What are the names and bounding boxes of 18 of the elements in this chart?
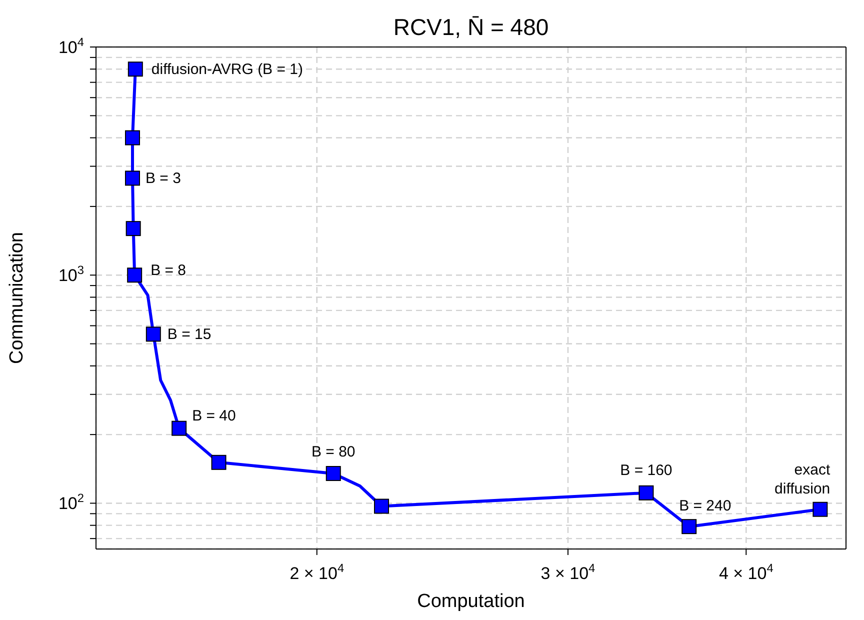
x-axis-title: Computation (417, 591, 525, 612)
y-tick-label: 10$^{2}$ (58, 491, 84, 514)
y-tick-label: 10$^{4}$ (58, 35, 84, 57)
annotation: B = 240 (679, 498, 732, 515)
x-tick-label: 2 × 10$^{4}$ (290, 561, 344, 583)
y-axis-title: Communication (6, 232, 28, 364)
annotation: exact diffusion (774, 461, 831, 498)
chart-title: RCV1, N̄ = 480 (393, 14, 549, 40)
y-tick-label: 10$^{3}$ (58, 263, 84, 286)
annotation: diffusion-AVRG (B = 1) (151, 61, 304, 78)
x-tick-label: 4 × 10$^{4}$ (718, 561, 774, 583)
annotation: B = 160 (620, 462, 672, 479)
annotation: B = 40 (192, 407, 236, 424)
annotation: B = 15 (167, 326, 212, 344)
annotation: B = 8 (150, 262, 186, 280)
annotation: B = 80 (311, 443, 356, 460)
x-tick-label: 3 × 10$^{4}$ (540, 561, 596, 583)
annotation: B = 3 (146, 170, 181, 188)
